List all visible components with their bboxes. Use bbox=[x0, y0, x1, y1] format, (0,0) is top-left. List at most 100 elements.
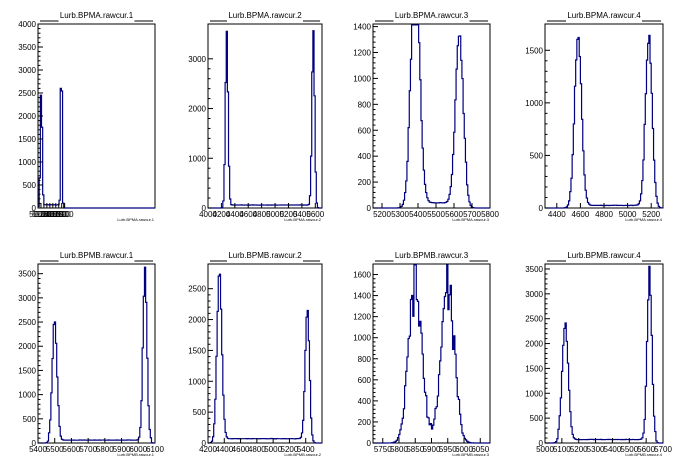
x-tick-label: 4800 bbox=[253, 210, 271, 219]
chart-title: Lurb.BPMA.rawcur.3 bbox=[395, 11, 469, 20]
x-axis-label: Lurb.BPMB.rawcur.4 bbox=[625, 452, 662, 457]
x-tick-label: 5000 bbox=[264, 445, 282, 454]
histogram-series bbox=[208, 30, 322, 209]
x-tick-label: 4800 bbox=[248, 445, 266, 454]
plot-frame bbox=[372, 23, 491, 209]
histogram-series bbox=[545, 34, 663, 209]
y-tick-label: 1000 bbox=[353, 334, 371, 343]
x-tick-label: 5600 bbox=[306, 210, 324, 219]
plot-frame bbox=[207, 263, 323, 444]
x-tick-label: 5200 bbox=[35, 210, 53, 219]
x-tick-label: 4600 bbox=[232, 445, 250, 454]
x-tick-label: 5200 bbox=[642, 210, 660, 219]
x-axis-label: Lurb.BPMA.rawcur.2 bbox=[284, 217, 321, 222]
y-tick-label: 1000 bbox=[525, 99, 543, 108]
x-tick-label: 5850 bbox=[406, 445, 424, 454]
y-tick-label: 0 bbox=[202, 439, 207, 448]
histogram-panel: Lurb.BPMB.rawcur.2 0 500 1000 1500 2000 2500 42… bbox=[188, 251, 323, 457]
x-tick-label: 5400 bbox=[297, 445, 315, 454]
histogram-series bbox=[545, 265, 663, 444]
x-tick-label: 5200 bbox=[373, 210, 391, 219]
x-axis-label: Lurb.BPMB.rawcur.2 bbox=[284, 452, 321, 457]
x-tick-label: 5300 bbox=[38, 210, 56, 219]
y-tick-label: 0 bbox=[32, 439, 37, 448]
y-tick-label: 1000 bbox=[525, 389, 543, 398]
x-tick-label: 5900 bbox=[113, 445, 131, 454]
y-tick-label: 400 bbox=[358, 397, 372, 406]
y-tick-label: 0 bbox=[539, 204, 544, 213]
histogram-series bbox=[208, 273, 322, 444]
y-tick-label: 1400 bbox=[353, 23, 371, 32]
x-tick-label: 5000 bbox=[29, 210, 47, 219]
y-tick-label: 0 bbox=[202, 204, 207, 213]
y-tick-label: 500 bbox=[193, 408, 207, 417]
x-tick-label: 5500 bbox=[427, 210, 445, 219]
chart-title: Lurb.BPMA.rawcur.1 bbox=[60, 11, 134, 20]
y-tick-label: 1000 bbox=[18, 391, 36, 400]
y-tick-label: 1500 bbox=[18, 135, 36, 144]
chart-title: Lurb.BPMB.rawcur.1 bbox=[60, 251, 134, 260]
x-axis-label: Lurb.BPMA.rawcur.3 bbox=[452, 217, 489, 222]
histogram-panel: Lurb.BPMA.rawcur.1 0 500 1000 1500 2000 2500 30… bbox=[18, 11, 156, 222]
histogram-series bbox=[38, 266, 155, 444]
x-tick-label: 4400 bbox=[226, 210, 244, 219]
y-tick-label: 1500 bbox=[18, 366, 36, 375]
y-tick-label: 500 bbox=[23, 181, 37, 190]
x-tick-label: 5400 bbox=[29, 445, 47, 454]
x-tick-label: 4000 bbox=[199, 210, 217, 219]
x-tick-label: 5300 bbox=[587, 445, 605, 454]
x-tick-label: 5600 bbox=[47, 210, 65, 219]
x-tick-label: 5800 bbox=[481, 210, 499, 219]
x-axis-label: Lurb.BPMB.rawcur.3 bbox=[452, 452, 489, 457]
x-tick-label: 4600 bbox=[239, 210, 257, 219]
y-tick-label: 1000 bbox=[188, 154, 206, 163]
x-tick-label: 5500 bbox=[620, 445, 638, 454]
plot-frame bbox=[37, 263, 156, 444]
x-tick-label: 4400 bbox=[548, 210, 566, 219]
x-tick-label: 5100 bbox=[553, 445, 571, 454]
x-tick-label: 6000 bbox=[129, 445, 147, 454]
x-tick-label: 5300 bbox=[391, 210, 409, 219]
x-tick-label: 5000 bbox=[619, 210, 637, 219]
x-tick-label: 5600 bbox=[445, 210, 463, 219]
histogram-panel: Lurb.BPMB.rawcur.4 0 500 1000 1500 2000 2500 30… bbox=[525, 251, 672, 457]
chart-title: Lurb.BPMB.rawcur.3 bbox=[395, 251, 469, 260]
x-axis-label: Lurb.BPMA.rawcur.1 bbox=[117, 217, 154, 222]
plot-frame bbox=[372, 263, 491, 444]
y-tick-label: 1000 bbox=[188, 377, 206, 386]
y-tick-label: 2500 bbox=[18, 89, 36, 98]
y-tick-label: 3000 bbox=[18, 294, 36, 303]
x-tick-label: 5800 bbox=[96, 445, 114, 454]
x-tick-label: 5900 bbox=[56, 210, 74, 219]
x-tick-label: 4200 bbox=[199, 445, 217, 454]
x-tick-label: 5700 bbox=[50, 210, 68, 219]
y-tick-label: 200 bbox=[358, 178, 372, 187]
x-tick-label: 4800 bbox=[595, 210, 613, 219]
x-tick-label: 5400 bbox=[41, 210, 59, 219]
x-tick-label: 4200 bbox=[213, 210, 231, 219]
x-tick-label: 5100 bbox=[32, 210, 50, 219]
x-tick-label: 5200 bbox=[570, 445, 588, 454]
y-tick-label: 3000 bbox=[188, 55, 206, 64]
y-tick-label: 2000 bbox=[18, 342, 36, 351]
chart-title: Lurb.BPMB.rawcur.2 bbox=[228, 251, 302, 260]
y-tick-label: 1600 bbox=[353, 271, 371, 280]
x-tick-label: 6050 bbox=[471, 445, 489, 454]
y-tick-label: 2000 bbox=[188, 105, 206, 114]
histogram-panel: Lurb.BPMB.rawcur.1 0 500 1000 1500 2000 2500 30… bbox=[18, 251, 164, 457]
y-tick-label: 3500 bbox=[18, 270, 36, 279]
chart-title: Lurb.BPMA.rawcur.4 bbox=[567, 11, 641, 20]
y-tick-label: 3000 bbox=[525, 290, 543, 299]
y-tick-label: 1500 bbox=[188, 346, 206, 355]
x-tick-label: 4400 bbox=[215, 445, 233, 454]
x-axis-label: Lurb.BPMB.rawcur.1 bbox=[117, 452, 154, 457]
plot-frame bbox=[37, 23, 156, 209]
y-tick-label: 600 bbox=[358, 126, 372, 135]
histogram-series bbox=[38, 87, 155, 209]
x-tick-label: 5600 bbox=[637, 445, 655, 454]
y-tick-label: 3500 bbox=[525, 265, 543, 274]
y-tick-label: 2500 bbox=[188, 285, 206, 294]
y-tick-label: 200 bbox=[358, 418, 372, 427]
x-tick-label: 5800 bbox=[53, 210, 71, 219]
x-tick-label: 4600 bbox=[572, 210, 590, 219]
